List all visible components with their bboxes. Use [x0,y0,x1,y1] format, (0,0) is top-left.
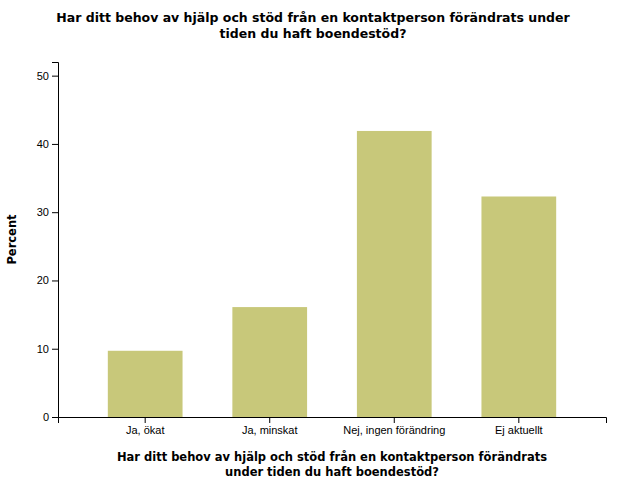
tick-label: 0 [43,411,49,423]
tick-mark [52,280,58,281]
tick-label: Ja, ökat [126,424,165,436]
tick-label: 20 [37,274,49,286]
bars [108,131,556,417]
tick: 30 [37,206,58,218]
tick-mark [269,417,270,423]
axis-line [59,418,607,424]
tick-mark [52,144,58,145]
axis-line [52,63,59,418]
tick-mark [52,212,58,213]
title: Har ditt behov av hjälp och stöd från en… [56,10,570,41]
bar [232,307,307,417]
tick-mark [52,76,58,77]
text-line: Har ditt behov av hjälp och stöd från en… [117,450,547,464]
tick-mark [518,417,519,423]
tick: 40 [37,138,58,150]
tick-label: Ja, minskat [242,424,298,436]
tick: Nej, ingen förändring [343,417,445,436]
tick: 10 [37,343,58,355]
tick-label: Ej aktuellt [495,424,543,436]
y-axis: 0 10 20 30 40 50 [37,63,59,424]
tick-mark [52,349,58,350]
x-axis: Ja, ökat Ja, minskat Nej, ingen förändring… [59,417,607,436]
tick-mark [394,417,395,423]
text-line: tiden du haft boendestöd? [220,26,407,41]
text-line: under tiden du haft boendestöd? [225,465,439,479]
tick-label: 10 [37,343,49,355]
bar [357,131,432,417]
tick-label: Nej, ingen förändring [343,424,445,436]
tick: 0 [43,411,58,423]
text-line: Har ditt behov av hjälp och stöd från en… [56,10,570,25]
bar [108,351,183,417]
tick-label: 40 [37,138,49,150]
tick: 20 [37,274,58,286]
tick-label: 50 [37,70,49,82]
tick: Ja, ökat [126,417,165,436]
bar [481,196,556,417]
tick: Ja, minskat [242,417,298,436]
tick-mark [145,417,146,423]
y-axis-title: Percent [5,214,19,265]
x-axis-title: Har ditt behov av hjälp och stöd från en… [117,450,547,479]
plot: Ja, ökat Ja, minskat Nej, ingen förändring… [37,63,607,436]
tick-label: 30 [37,206,49,218]
chart: Ja, ökat Ja, minskat Nej, ingen förändring… [0,0,626,501]
tick-mark [52,417,58,418]
tick: 50 [37,70,58,82]
tick: Ej aktuellt [495,417,543,436]
